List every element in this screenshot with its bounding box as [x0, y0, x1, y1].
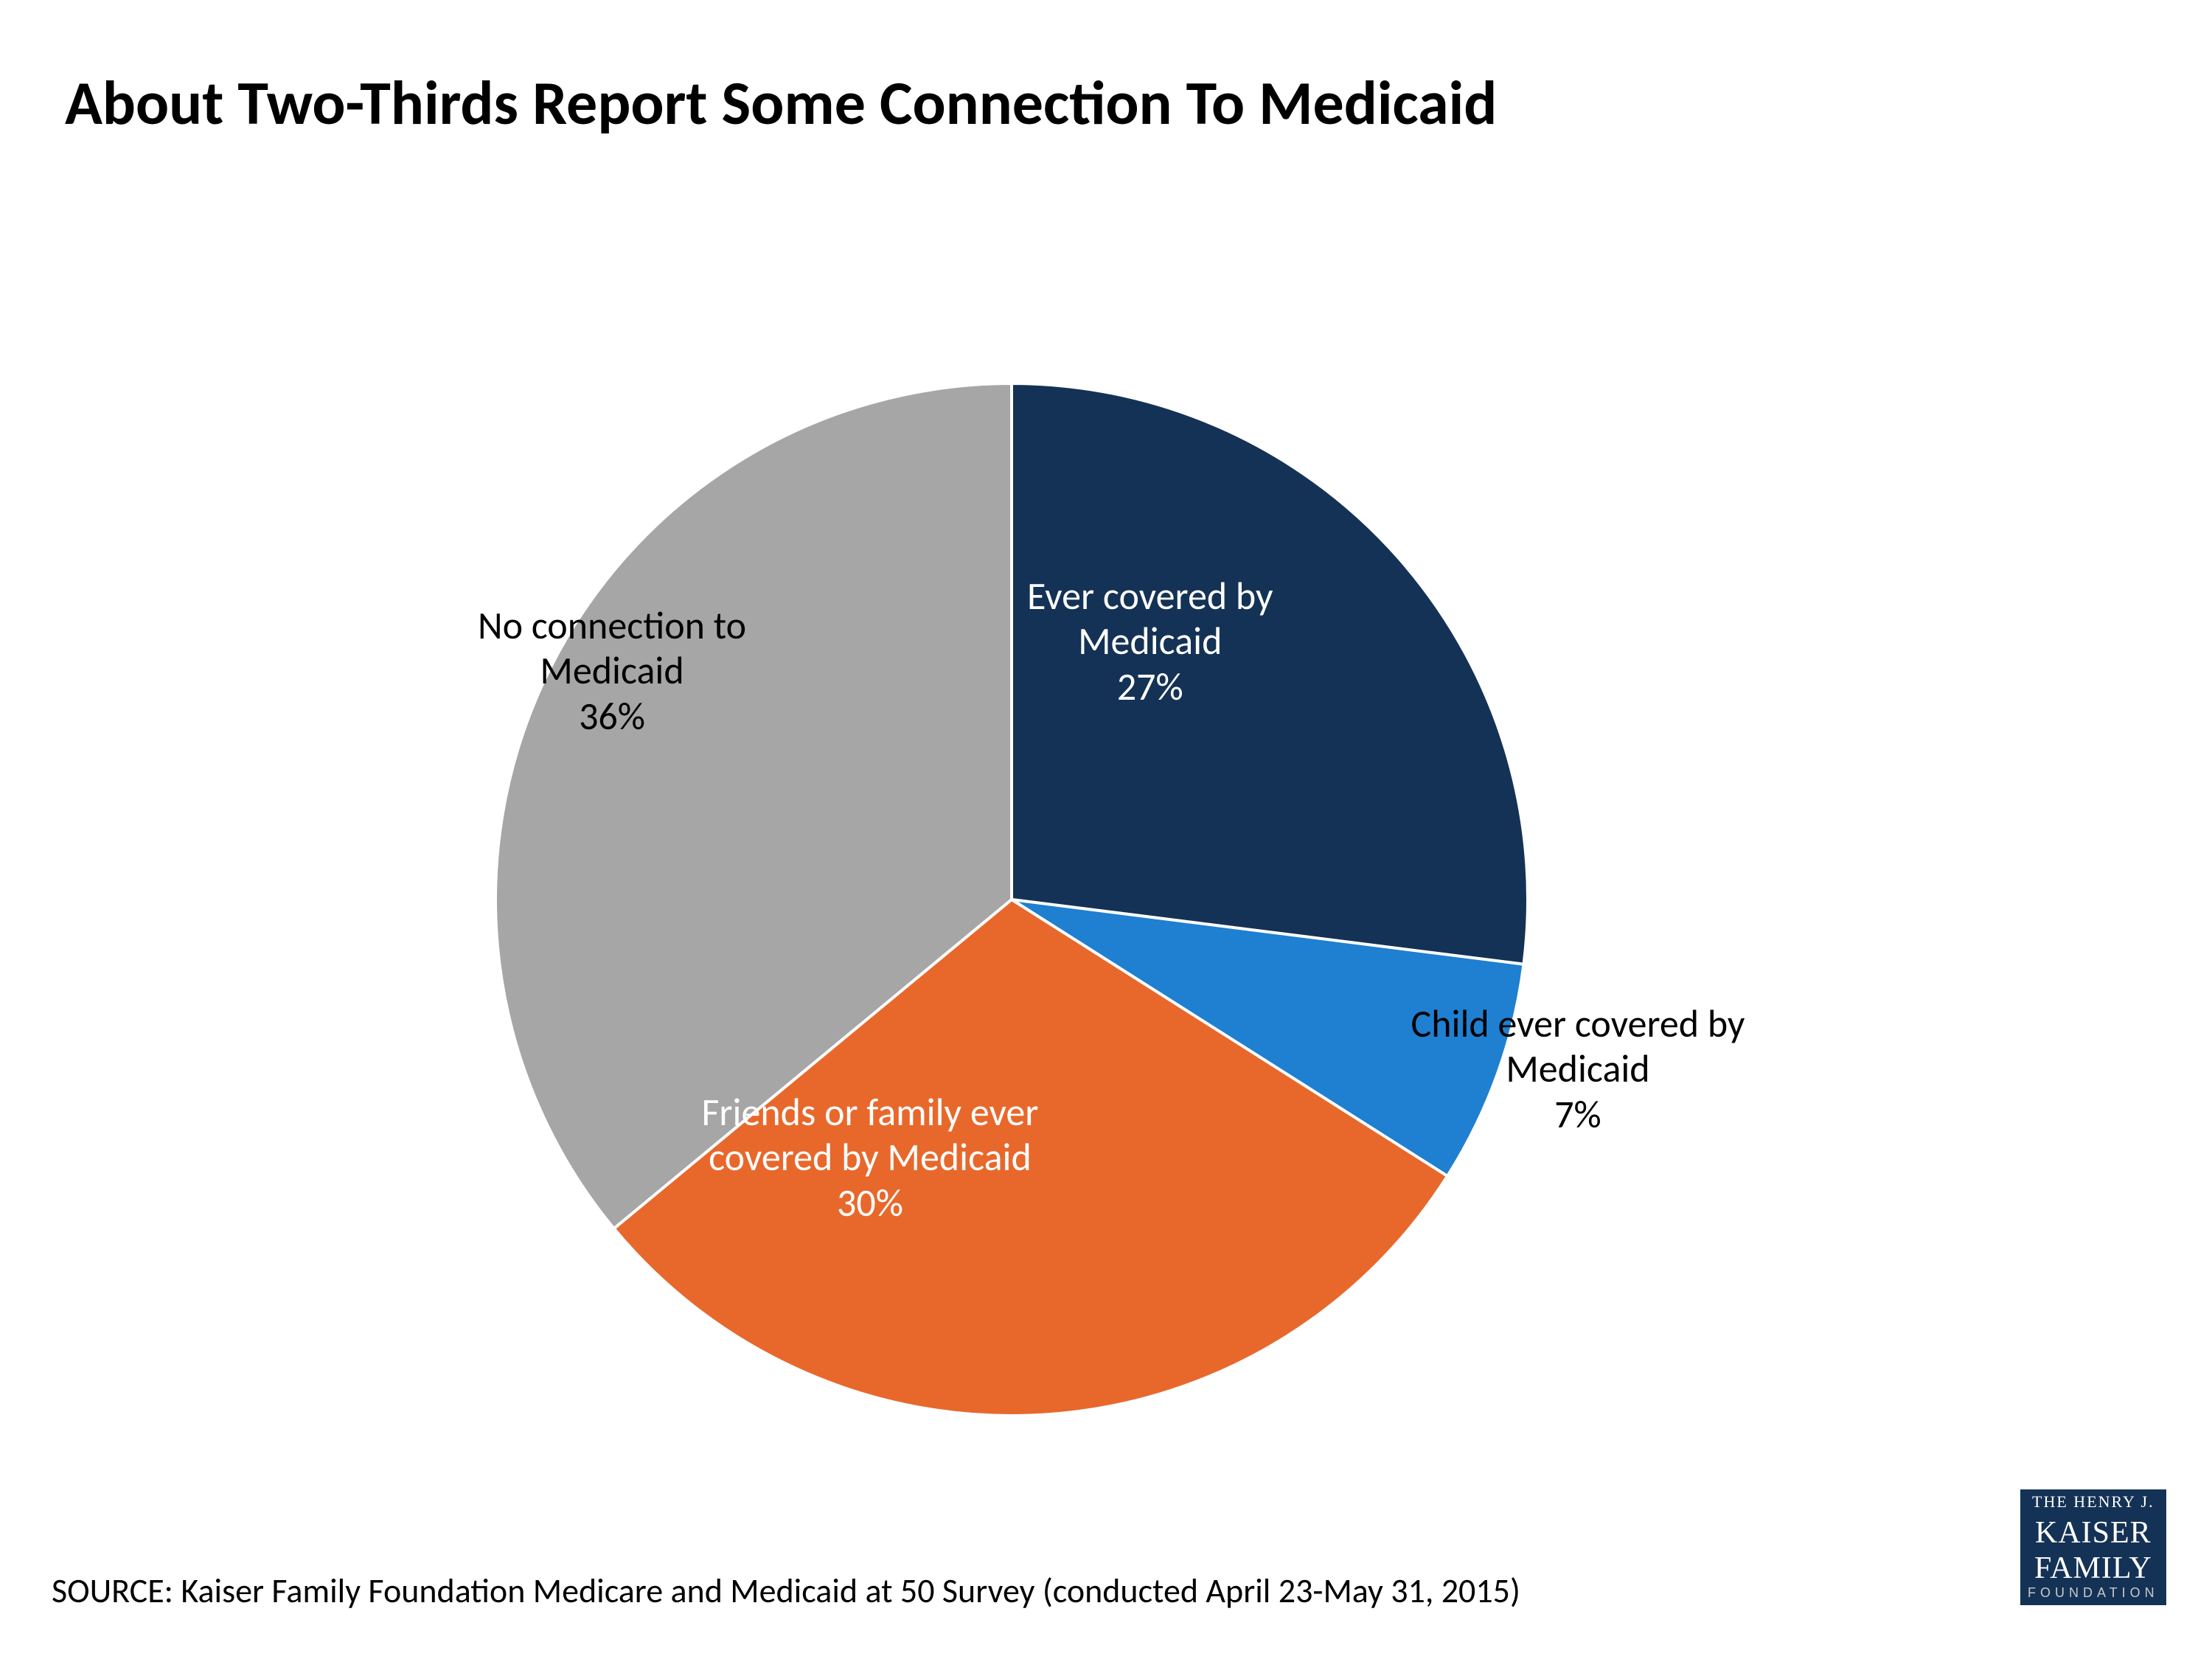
logo-line1: KAISER: [2020, 1514, 2166, 1550]
page-title: About Two-Thirds Report Some Connection …: [65, 65, 1497, 141]
slice-label: Ever covered by Medicaid 27%: [1027, 574, 1273, 709]
pie-chart: [481, 369, 1543, 1434]
pie-svg: [481, 369, 1543, 1430]
logo-top: THE HENRY J.: [2020, 1489, 2166, 1514]
source-text: SOURCE: Kaiser Family Foundation Medicar…: [52, 1571, 1520, 1612]
logo-bottom: FOUNDATION: [2020, 1585, 2166, 1605]
logo-line2: FAMILY: [2020, 1550, 2166, 1585]
slice-label: Child ever covered by Medicaid 7%: [1411, 1001, 1745, 1137]
slice-label: Friends or family ever covered by Medica…: [702, 1090, 1039, 1225]
slice-label: No connection to Medicaid 36%: [478, 603, 746, 739]
kaiser-logo: THE HENRY J. KAISER FAMILY FOUNDATION: [2020, 1489, 2166, 1605]
